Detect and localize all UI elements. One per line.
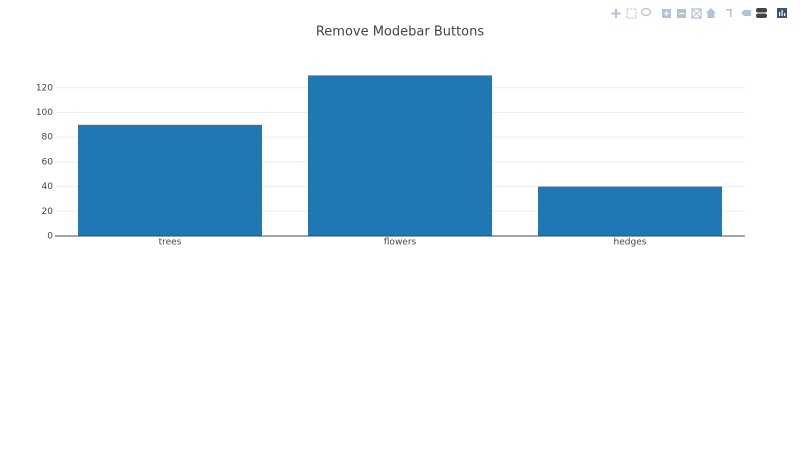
bar <box>308 75 492 237</box>
y-tick-label: 100 <box>36 108 53 118</box>
y-tick-label: 120 <box>36 83 53 93</box>
hover-compare-button[interactable] <box>756 8 767 18</box>
x-tick-label: hedges <box>614 238 647 248</box>
plotly-logo[interactable] <box>777 8 787 18</box>
box-select-button[interactable] <box>626 8 637 19</box>
y-tick-label: 40 <box>42 182 54 192</box>
y-tick-label: 0 <box>47 232 53 242</box>
lasso-button[interactable] <box>640 7 652 17</box>
spike-lines-button[interactable] <box>726 9 732 17</box>
y-tick-label: 80 <box>42 133 54 143</box>
x-tick-label: flowers <box>384 238 417 248</box>
modebar <box>611 7 787 19</box>
reset-axes-button[interactable] <box>706 8 716 18</box>
zoom-out-button[interactable] <box>677 9 686 18</box>
bar <box>78 124 262 236</box>
y-tick-label: 20 <box>42 207 54 217</box>
zoom-in-button[interactable] <box>662 9 671 18</box>
autoscale-button[interactable] <box>691 8 702 19</box>
y-tick-label: 60 <box>42 157 54 167</box>
hover-closest-button[interactable] <box>741 10 751 16</box>
chart-title: Remove Modebar Buttons <box>316 25 485 40</box>
pan-button[interactable] <box>611 9 621 18</box>
bar <box>538 186 722 236</box>
x-tick-label: trees <box>159 238 182 248</box>
